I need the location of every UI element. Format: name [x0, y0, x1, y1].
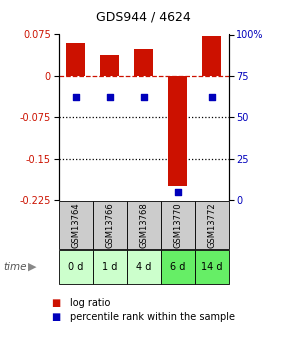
Text: GSM13770: GSM13770 — [173, 202, 182, 248]
Bar — [59, 201, 93, 249]
Bar — [202, 36, 221, 76]
Bar — [195, 250, 229, 284]
Text: ■: ■ — [51, 312, 60, 322]
Text: 4 d: 4 d — [136, 262, 151, 272]
Text: ■: ■ — [51, 298, 60, 308]
Bar — [59, 250, 93, 284]
Text: ▶: ▶ — [28, 262, 37, 272]
Text: GSM13772: GSM13772 — [207, 202, 216, 248]
Bar — [161, 250, 195, 284]
Text: percentile rank within the sample: percentile rank within the sample — [70, 312, 235, 322]
Text: 14 d: 14 d — [201, 262, 222, 272]
Point — [141, 95, 146, 100]
Text: 1 d: 1 d — [102, 262, 117, 272]
Bar — [161, 201, 195, 249]
Bar — [66, 43, 85, 76]
Bar — [195, 201, 229, 249]
Bar — [168, 76, 187, 186]
Bar — [127, 250, 161, 284]
Text: GSM13768: GSM13768 — [139, 202, 148, 248]
Point — [73, 95, 78, 100]
Text: log ratio: log ratio — [70, 298, 111, 308]
Text: GDS944 / 4624: GDS944 / 4624 — [96, 10, 191, 23]
Bar — [134, 49, 153, 76]
Text: GSM13764: GSM13764 — [71, 202, 80, 248]
Bar — [127, 201, 161, 249]
Point — [175, 189, 180, 195]
Text: time: time — [3, 262, 26, 272]
Text: GSM13766: GSM13766 — [105, 202, 114, 248]
Point — [209, 95, 214, 100]
Text: 0 d: 0 d — [68, 262, 83, 272]
Bar — [93, 201, 127, 249]
Bar — [100, 55, 119, 76]
Text: 6 d: 6 d — [170, 262, 185, 272]
Bar — [93, 250, 127, 284]
Point — [107, 95, 112, 100]
